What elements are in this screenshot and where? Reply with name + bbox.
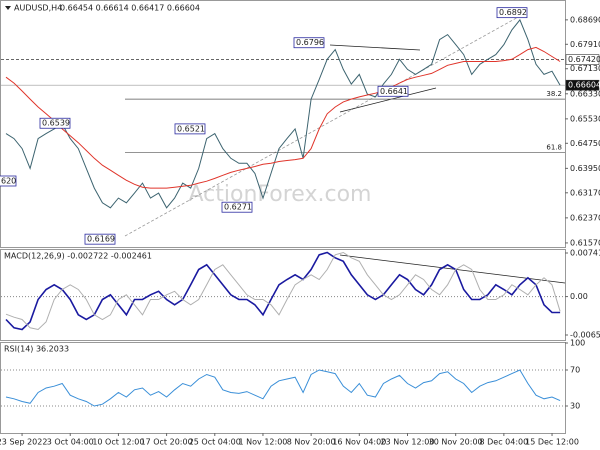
macd-panel (0, 249, 566, 341)
signal-line (5, 251, 561, 331)
watermark: ActionForex.com (189, 182, 372, 207)
rsi-panel (0, 342, 566, 434)
trendline (339, 87, 437, 113)
price-tag (565, 79, 600, 91)
price-line-series (5, 18, 561, 209)
menu-arrow (5, 6, 11, 10)
y-tick-label: 0.67130 (570, 64, 600, 73)
level-box (293, 37, 325, 49)
chart-subtitle: 0.66454 0.66614 0.66417 0.66604 (60, 4, 200, 13)
y-tick-label: 0.68690 (570, 15, 600, 24)
y-tick-label: 0.64750 (570, 139, 600, 148)
macd-title: MACD(12,26,9) -0.002722 -0.002461 (4, 252, 152, 261)
fib-label: 38.2 (546, 90, 562, 98)
level-label: 0.6521 (177, 124, 205, 133)
x-tick-label: 15 Dec 12:00 (525, 438, 579, 447)
level-label: 0.6271 (224, 203, 252, 212)
x-tick-label: 17 Oct 20:00 (141, 438, 193, 447)
level-label: 620 (1, 177, 16, 186)
y-tick-label: 0.65530 (570, 114, 600, 123)
x-tick-label: 8 Nov 20:00 (287, 438, 336, 447)
y-tick-label: 0.00 (570, 292, 588, 301)
level-box (221, 201, 253, 213)
level-box (496, 7, 528, 19)
trendline (329, 44, 421, 51)
y-tick-label: 0.67910 (570, 40, 600, 49)
price-panel (0, 0, 566, 248)
level-label: 0.6641 (380, 87, 408, 96)
y-tick-label: 0.61570 (570, 238, 600, 247)
level-label: 0.6892 (499, 8, 527, 17)
x-tick-label: 3 Oct 04:00 (47, 438, 94, 447)
x-tick-label: 23 Sep 2022 (0, 438, 47, 447)
y-tick-label: 0.63950 (570, 164, 600, 173)
level-box (377, 85, 409, 97)
price-tag (565, 54, 600, 65)
y-tick-label: 100 (570, 339, 585, 348)
x-tick-label: 25 Oct 04:00 (189, 438, 241, 447)
y-tick-label: 0.007411 (570, 248, 600, 257)
trend-channel (124, 15, 521, 237)
level-box (39, 117, 71, 129)
price-tag-label: 0.66604 (568, 81, 600, 90)
y-tick-label: 0.62370 (570, 213, 600, 222)
y-tick-label: 0.66330 (570, 89, 600, 98)
y-tick-label: 70 (570, 366, 580, 375)
x-tick-label: 23 Nov 12:00 (381, 438, 435, 447)
level-box (174, 123, 206, 135)
x-tick-label: 10 Oct 12:00 (92, 438, 144, 447)
chart-title: AUDUSD,H4 (14, 4, 62, 13)
x-tick-label: 8 Dec 04:00 (480, 438, 529, 447)
y-tick-label: 30 (570, 402, 580, 411)
fib-label: 61.8 (546, 144, 562, 152)
rsi-title: RSI(14) 36.2033 (4, 345, 69, 354)
level-label: 0.6796 (296, 38, 324, 47)
x-tick-label: 1 Nov 12:00 (239, 438, 288, 447)
price-tag-label: 0.67420 (568, 55, 600, 64)
x-tick-label: 30 Nov 20:00 (429, 438, 483, 447)
y-tick-label: 0.63170 (570, 188, 600, 197)
level-box (84, 233, 116, 245)
rsi-line (5, 369, 561, 407)
level-box (0, 175, 17, 187)
moving-average (5, 46, 561, 189)
x-tick-label: 16 Nov 04:00 (332, 438, 386, 447)
y-tick-label: -0.006532 (570, 331, 600, 340)
level-label: 0.6169 (87, 235, 115, 244)
level-label: 0.6539 (42, 119, 70, 128)
macd-line (5, 251, 561, 331)
